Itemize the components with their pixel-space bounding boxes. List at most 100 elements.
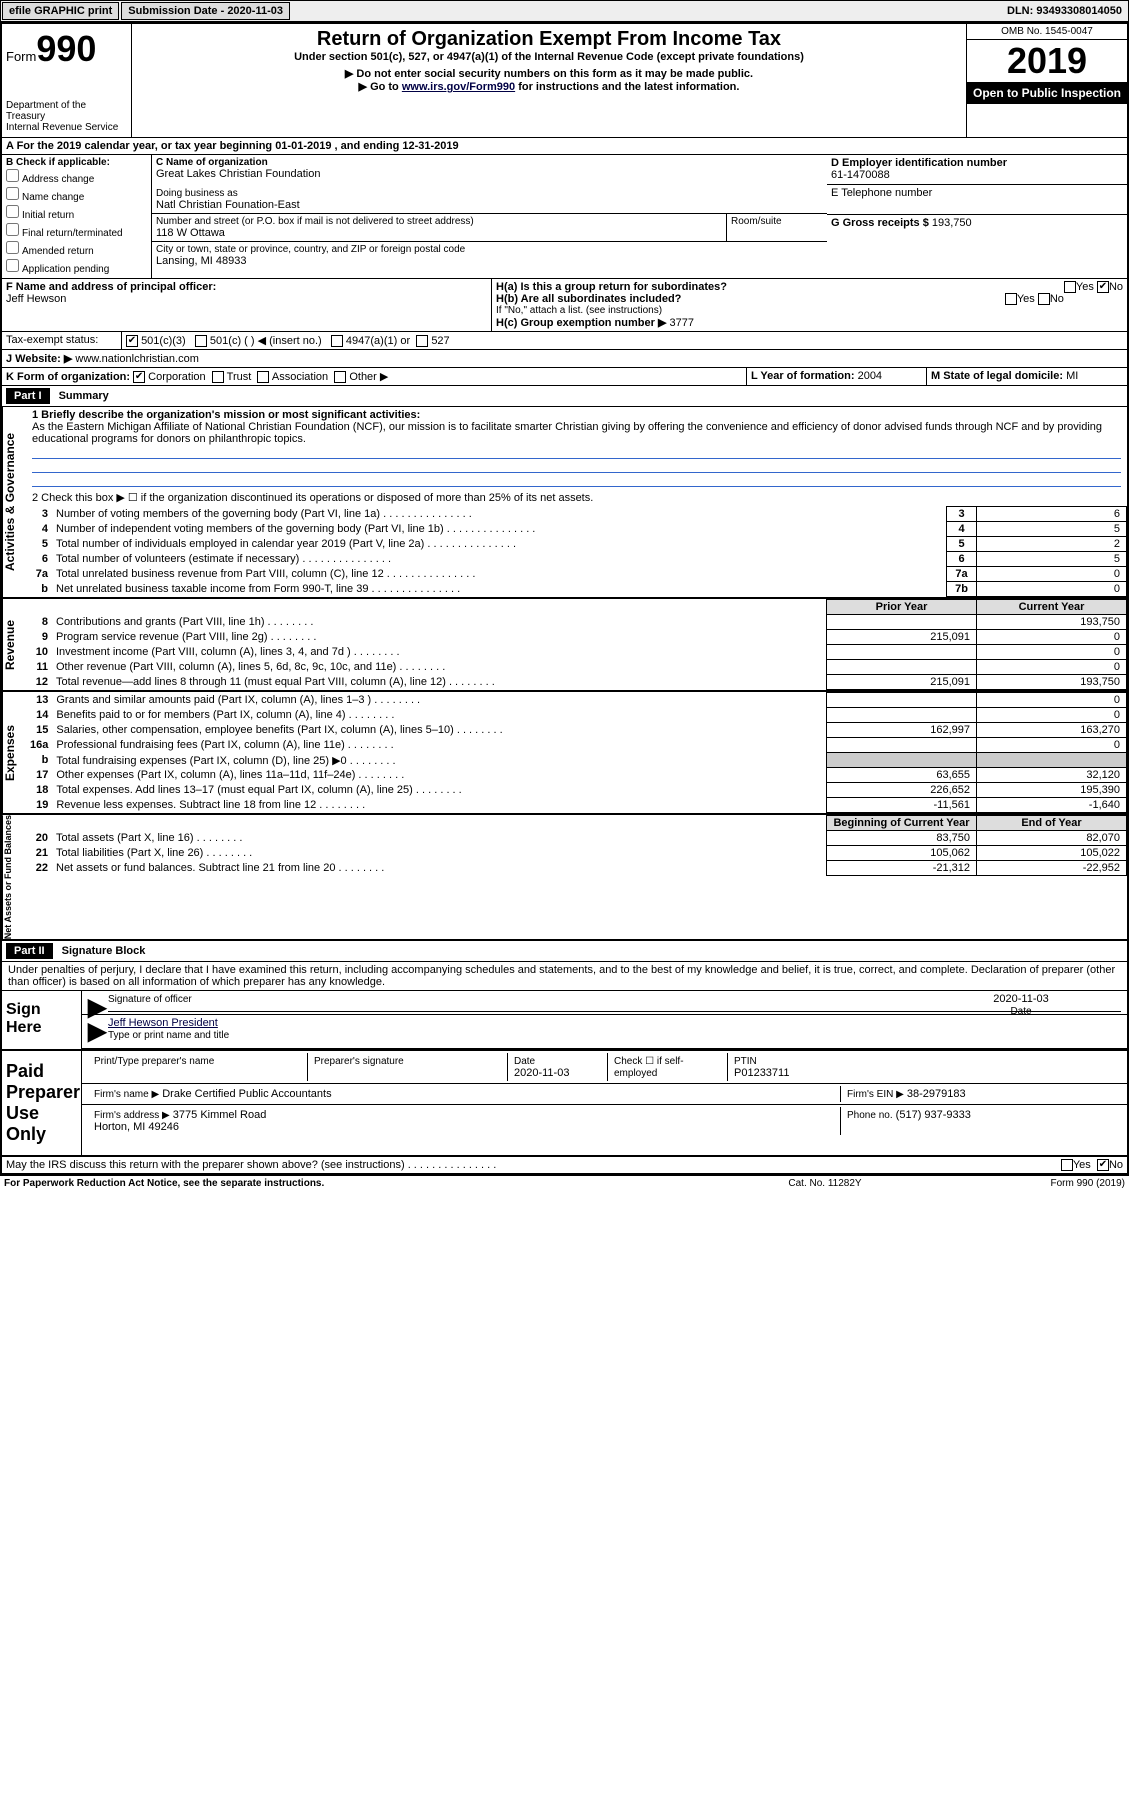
- chk-corp[interactable]: [133, 371, 145, 383]
- street-label: Number and street (or P.O. box if mail i…: [156, 216, 722, 227]
- section-net: Net Assets or Fund Balances Beginning of…: [2, 815, 1127, 941]
- discuss-yes[interactable]: [1061, 1159, 1073, 1171]
- k-label: K Form of organization:: [6, 371, 130, 383]
- taxstatus-label: Tax-exempt status:: [2, 332, 122, 349]
- name-label: Type or print name and title: [108, 1030, 229, 1041]
- hb-note: If "No," attach a list. (see instruction…: [496, 305, 1123, 316]
- chk-527[interactable]: [416, 335, 428, 347]
- part1-hdr: Part I: [6, 388, 50, 404]
- table-row: 10Investment income (Part VIII, column (…: [26, 645, 1127, 660]
- table-row: bTotal fundraising expenses (Part IX, co…: [26, 753, 1127, 768]
- chk-amended[interactable]: Amended return: [6, 240, 147, 258]
- footer-left: For Paperwork Reduction Act Notice, see …: [4, 1178, 725, 1189]
- chk-assoc[interactable]: [257, 371, 269, 383]
- table-row: 4Number of independent voting members of…: [26, 522, 1127, 537]
- identity-block: B Check if applicable: Address change Na…: [2, 155, 1127, 279]
- table-row: 16aProfessional fundraising fees (Part I…: [26, 738, 1127, 753]
- firm-addr-label: Firm's address ▶: [94, 1110, 170, 1121]
- section-rev: Revenue Prior YearCurrent Year 8Contribu…: [2, 599, 1127, 692]
- table-row: 5Total number of individuals employed in…: [26, 537, 1127, 552]
- paid-preparer: Paid Preparer Use Only: [2, 1051, 82, 1155]
- ha-yes[interactable]: [1064, 281, 1076, 293]
- org-name: Great Lakes Christian Foundation: [156, 168, 823, 180]
- ptin: P01233711: [734, 1067, 789, 1079]
- open-inspection: Open to Public Inspection: [967, 82, 1127, 104]
- footer-right: Form 990 (2019): [925, 1178, 1125, 1189]
- ag-table: 3Number of voting members of the governi…: [26, 506, 1127, 597]
- d-label: D Employer identification number: [831, 157, 1123, 169]
- l1-label: 1 Briefly describe the organization's mi…: [32, 409, 420, 421]
- form-number: 990: [36, 28, 96, 69]
- chk-501c[interactable]: [195, 335, 207, 347]
- ha-no[interactable]: [1097, 281, 1109, 293]
- ssn-note: ▶ Do not enter social security numbers o…: [140, 67, 958, 80]
- paid-preparer-block: Paid Preparer Use Only Print/Type prepar…: [2, 1051, 1127, 1157]
- klm-row: K Form of organization: Corporation Trus…: [2, 368, 1127, 386]
- efile-print-button[interactable]: efile GRAPHIC print: [2, 2, 119, 20]
- officer-sig-name[interactable]: Jeff Hewson President: [108, 1017, 218, 1029]
- chk-trust[interactable]: [212, 371, 224, 383]
- hdr-end: End of Year: [977, 816, 1127, 831]
- officer-group-row: F Name and address of principal officer:…: [2, 279, 1127, 332]
- table-row: 15Salaries, other compensation, employee…: [26, 723, 1127, 738]
- dba-name: Natl Christian Founation-East: [156, 199, 823, 211]
- part2-title: Signature Block: [56, 943, 152, 959]
- sig-arrow-icon: ▶: [88, 993, 108, 1012]
- line-a: A For the 2019 calendar year, or tax yea…: [2, 138, 1127, 155]
- form-subtitle: Under section 501(c), 527, or 4947(a)(1)…: [140, 51, 958, 63]
- f-label: F Name and address of principal officer:: [6, 281, 487, 293]
- table-row: 17Other expenses (Part IX, column (A), l…: [26, 768, 1127, 783]
- chk-final[interactable]: Final return/terminated: [6, 222, 147, 240]
- discuss-no[interactable]: [1097, 1159, 1109, 1171]
- chk-501c3[interactable]: [126, 335, 138, 347]
- hb-yes[interactable]: [1005, 293, 1017, 305]
- chk-4947[interactable]: [331, 335, 343, 347]
- ein: 61-1470088: [831, 169, 1123, 181]
- dln-label: DLN: 93493308014050: [1001, 3, 1128, 19]
- hb-no[interactable]: [1038, 293, 1050, 305]
- chk-address[interactable]: Address change: [6, 168, 147, 186]
- declaration: Under penalties of perjury, I declare th…: [2, 962, 1127, 991]
- chk-other[interactable]: [334, 371, 346, 383]
- firm-name-label: Firm's name ▶: [94, 1089, 159, 1100]
- section-ag: Activities & Governance 1 Briefly descri…: [2, 407, 1127, 599]
- submission-date-button[interactable]: Submission Date - 2020-11-03: [121, 2, 290, 20]
- c-label: C Name of organization: [156, 157, 823, 168]
- page-footer: For Paperwork Reduction Act Notice, see …: [0, 1176, 1129, 1191]
- check-b-label: B Check if applicable:: [6, 157, 147, 168]
- table-row: 12Total revenue—add lines 8 through 11 (…: [26, 675, 1127, 690]
- chk-initial[interactable]: Initial return: [6, 204, 147, 222]
- hc-val: 3777: [669, 317, 693, 329]
- dba-label: Doing business as: [156, 188, 823, 199]
- exp-table: 13Grants and similar amounts paid (Part …: [26, 692, 1127, 813]
- topbar: efile GRAPHIC print Submission Date - 20…: [0, 0, 1129, 22]
- part2-header: Part II Signature Block: [2, 941, 1127, 962]
- irs-link[interactable]: www.irs.gov/Form990: [402, 81, 515, 93]
- hdr-curr: Current Year: [977, 600, 1127, 615]
- table-row: 11Other revenue (Part VIII, column (A), …: [26, 660, 1127, 675]
- firm-addr1: 3775 Kimmel Road: [173, 1109, 267, 1121]
- table-row: 22Net assets or fund balances. Subtract …: [26, 861, 1127, 876]
- l-label: L Year of formation:: [751, 370, 855, 382]
- website-val: www.nationlchristian.com: [75, 353, 199, 365]
- right-column: D Employer identification number 61-1470…: [827, 155, 1127, 278]
- table-row: 13Grants and similar amounts paid (Part …: [26, 693, 1127, 708]
- table-row: 9Program service revenue (Part VIII, lin…: [26, 630, 1127, 645]
- chk-name[interactable]: Name change: [6, 186, 147, 204]
- form-title: Return of Organization Exempt From Incom…: [140, 28, 958, 51]
- website-row: J Website: ▶ www.nationlchristian.com: [2, 350, 1127, 368]
- part1-title: Summary: [53, 388, 115, 404]
- discuss-q: May the IRS discuss this return with the…: [6, 1159, 405, 1171]
- footer-mid: Cat. No. 11282Y: [725, 1178, 925, 1189]
- m-label: M State of legal domicile:: [931, 370, 1063, 382]
- table-row: 3Number of voting members of the governi…: [26, 507, 1127, 522]
- irs-label: Internal Revenue Service: [6, 122, 127, 133]
- table-row: 14Benefits paid to or for members (Part …: [26, 708, 1127, 723]
- table-row: 19Revenue less expenses. Subtract line 1…: [26, 798, 1127, 813]
- chk-pending[interactable]: Application pending: [6, 258, 147, 276]
- table-row: 21Total liabilities (Part X, line 26)105…: [26, 846, 1127, 861]
- table-row: 8Contributions and grants (Part VIII, li…: [26, 615, 1127, 630]
- firm-phone-label: Phone no.: [847, 1110, 893, 1121]
- firm-ein: 38-2979183: [907, 1088, 966, 1100]
- pt-date-label: Date: [514, 1056, 535, 1067]
